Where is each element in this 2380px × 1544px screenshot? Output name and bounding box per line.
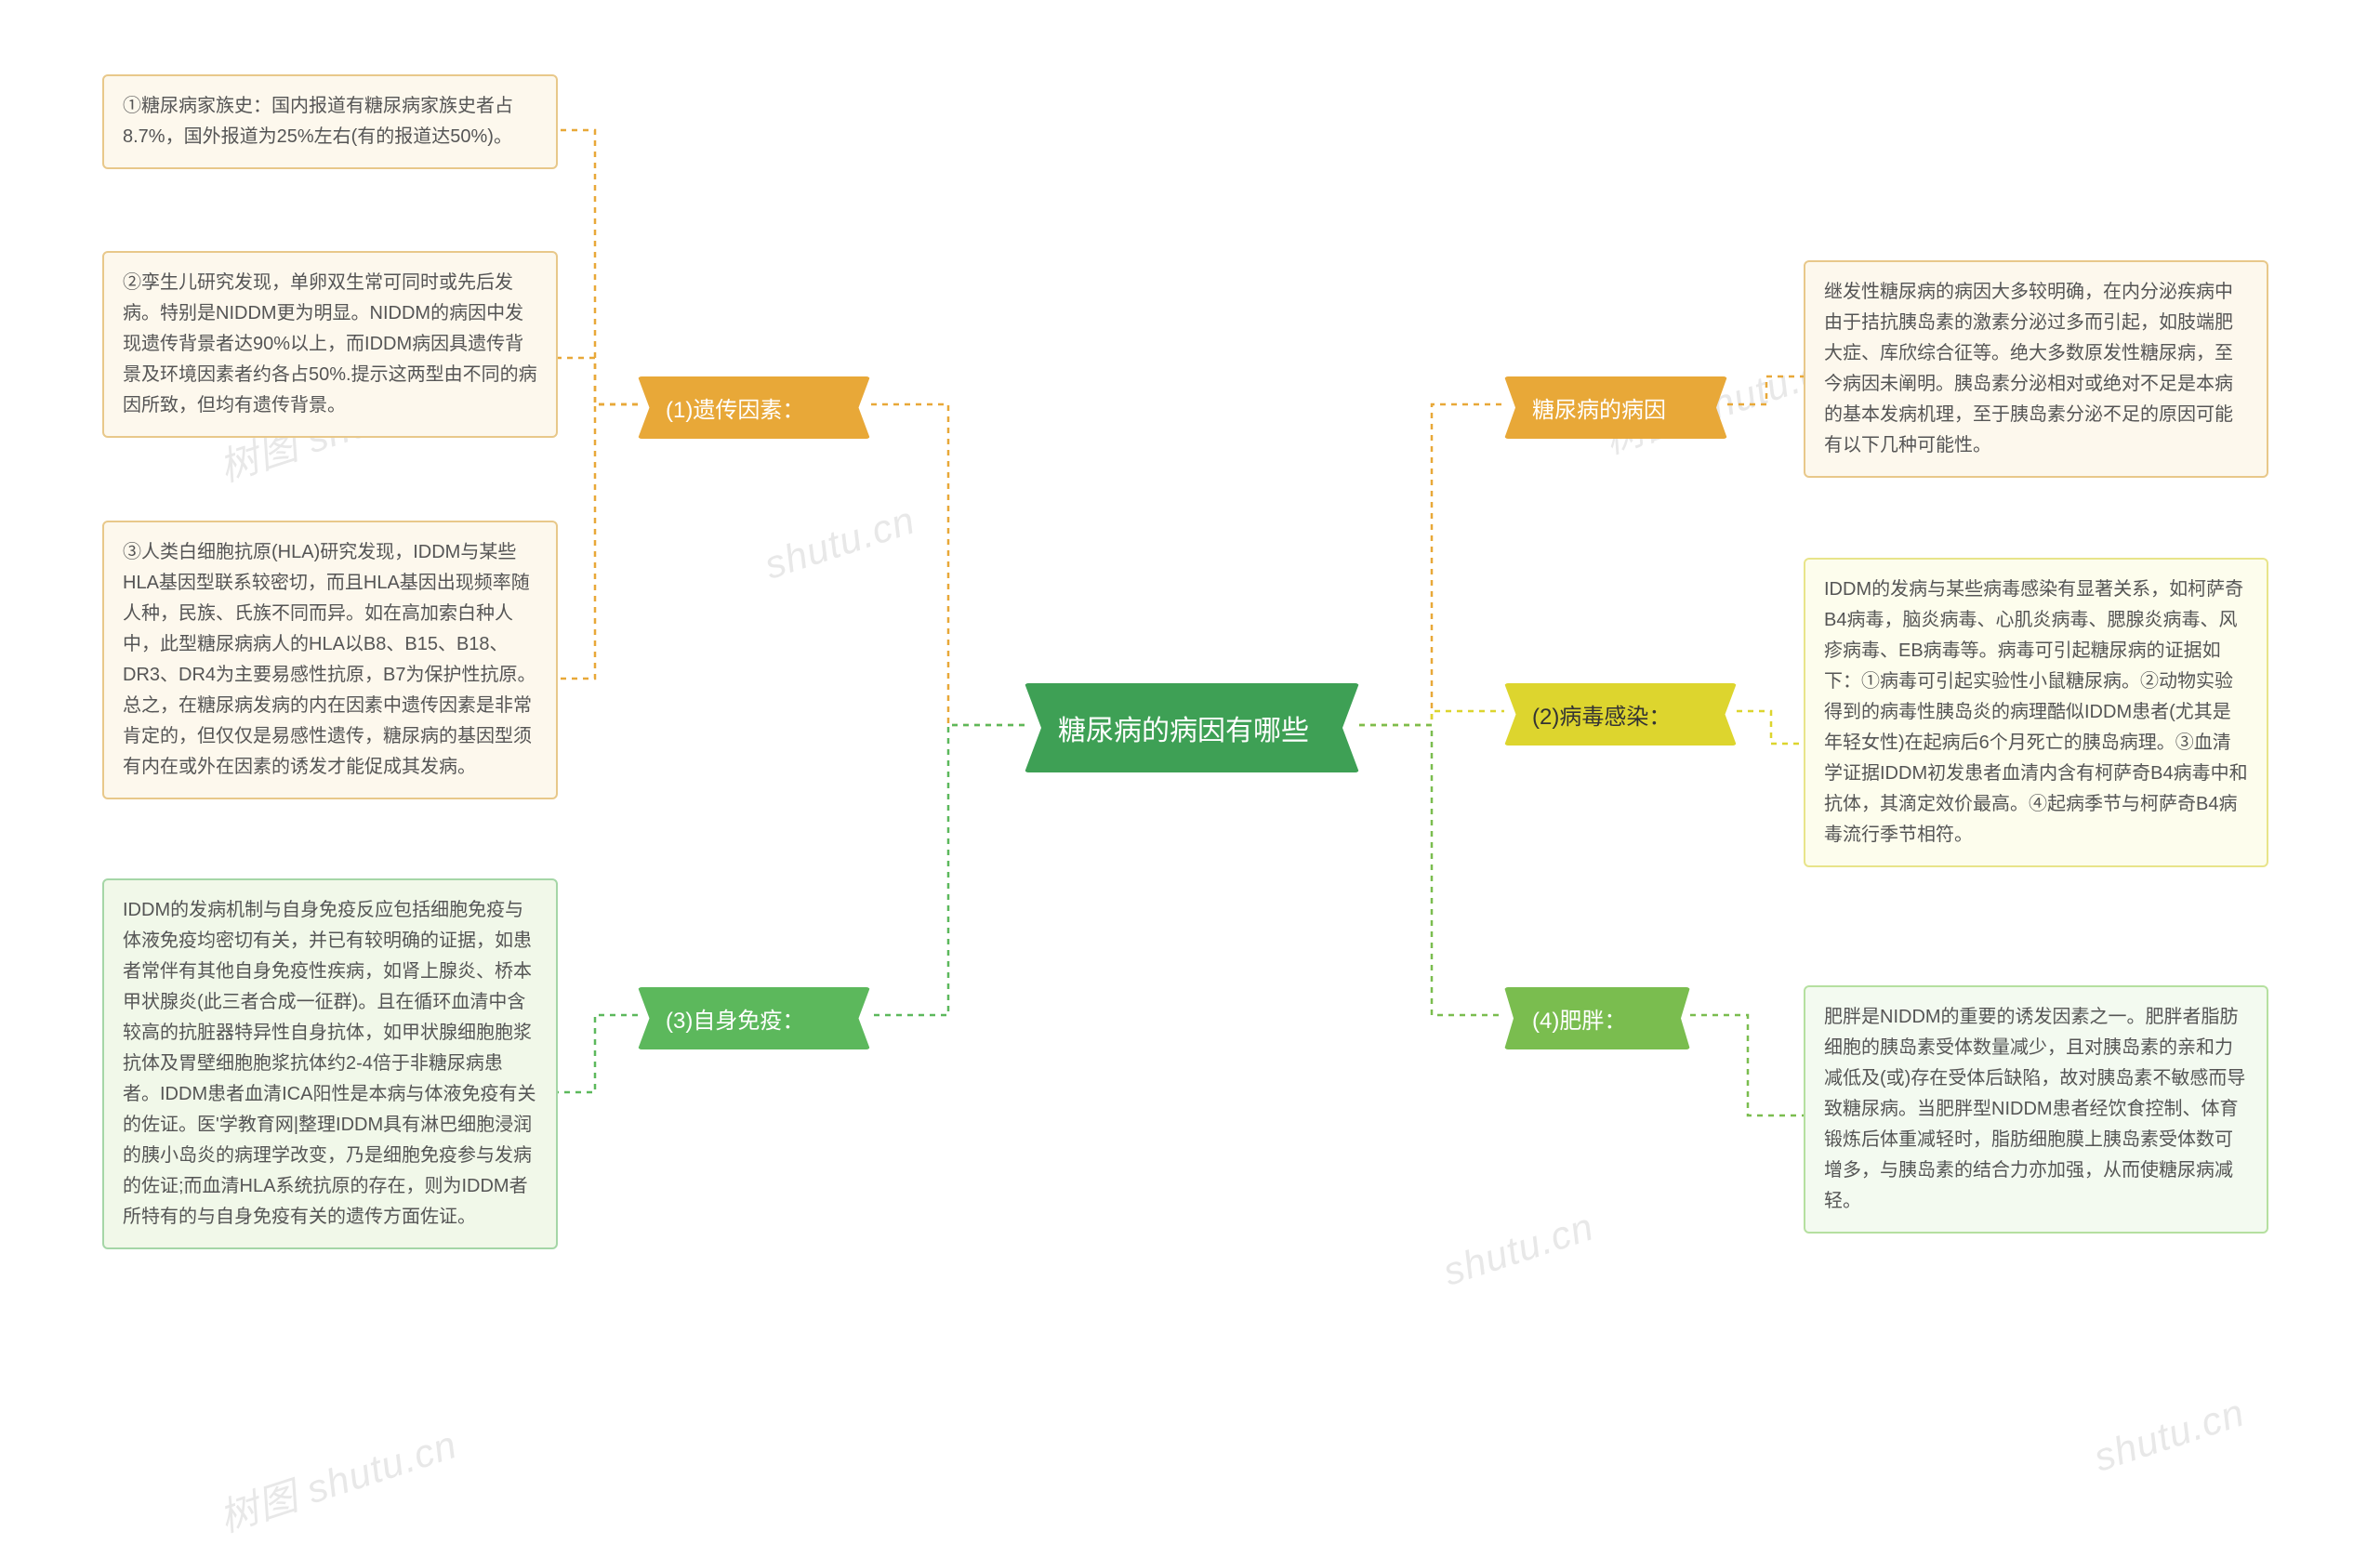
leaf-family-history: ①糖尿病家族史：国内报道有糖尿病家族史者占8.7%，国外报道为25%左右(有的报… (102, 74, 558, 169)
leaf-obesity-detail: 肥胖是NIDDM的重要的诱发因素之一。肥胖者脂肪细胞的胰岛素受体数量减少，且对胰… (1804, 985, 2268, 1234)
watermark: shutu.cn (760, 497, 920, 587)
center-node[interactable]: 糖尿病的病因有哪些 (1025, 683, 1359, 772)
branch-genetics[interactable]: (1)遗传因素： (638, 376, 870, 439)
leaf-secondary-cause: 继发性糖尿病的病因大多较明确，在内分泌疾病中由于拮抗胰岛素的激素分泌过多而引起，… (1804, 260, 2268, 478)
leaf-twin-study: ②孪生儿研究发现，单卵双生常可同时或先后发病。特别是NIDDM更为明显。NIDD… (102, 251, 558, 438)
watermark: shutu.cn (1438, 1204, 1599, 1294)
watermark: shutu.cn (2089, 1390, 2250, 1480)
branch-autoimmune[interactable]: (3)自身免疫： (638, 987, 870, 1049)
branch-virus[interactable]: (2)病毒感染： (1504, 683, 1737, 746)
leaf-autoimmune-detail: IDDM的发病机制与自身免疫反应包括细胞免疫与体液免疫均密切有关，并已有较明确的… (102, 878, 558, 1249)
watermark: 树图 shutu.cn (211, 1413, 463, 1543)
branch-cause[interactable]: 糖尿病的病因 (1504, 376, 1727, 439)
branch-obesity[interactable]: (4)肥胖： (1504, 987, 1690, 1049)
leaf-hla: ③人类白细胞抗原(HLA)研究发现，IDDM与某些HLA基因型联系较密切，而且H… (102, 521, 558, 799)
leaf-virus-detail: IDDM的发病与某些病毒感染有显著关系，如柯萨奇B4病毒，脑炎病毒、心肌炎病毒、… (1804, 558, 2268, 867)
